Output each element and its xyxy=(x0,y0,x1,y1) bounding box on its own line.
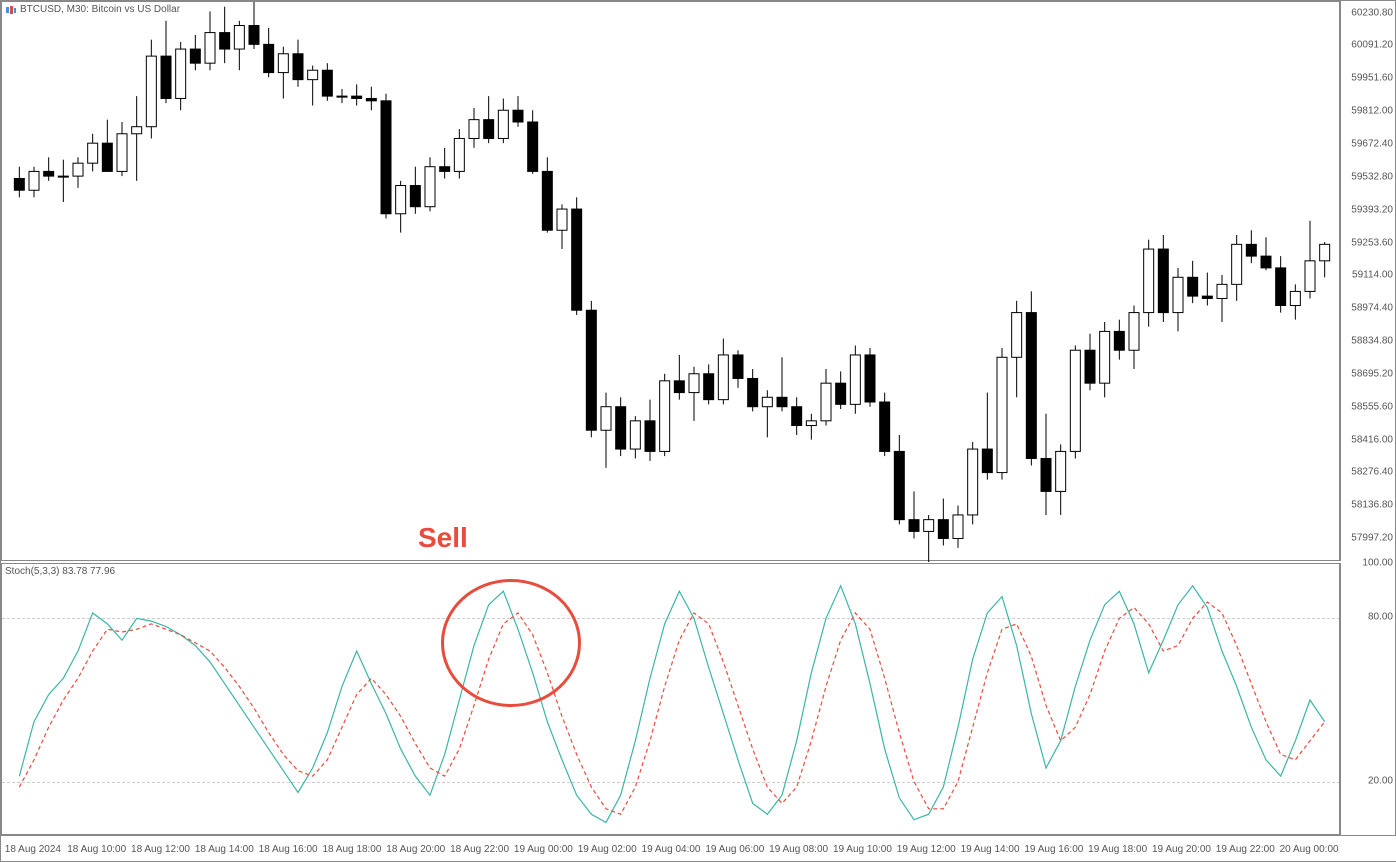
time-x-axis: 18 Aug 2024 18 Aug 10:00 18 Aug 12:00 18 Au… xyxy=(1,835,1396,861)
time-tick: 19 Aug 10:00 xyxy=(833,844,892,855)
time-tick: 19 Aug 18:00 xyxy=(1088,844,1147,855)
price-tick: 59253.60 xyxy=(1351,237,1393,248)
price-tick: 58695.20 xyxy=(1351,368,1393,379)
time-tick: 18 Aug 22:00 xyxy=(450,844,509,855)
stochastic-panel[interactable]: Stoch(5,3,3) 83.78 77.96 xyxy=(1,563,1341,835)
price-tick: 58974.40 xyxy=(1351,303,1393,314)
stoch-tick: 100.00 xyxy=(1362,558,1393,569)
stochastic-y-axis: 100.0080.0020.00 xyxy=(1339,563,1395,835)
price-tick: 59672.40 xyxy=(1351,138,1393,149)
time-tick: 18 Aug 20:00 xyxy=(386,844,445,855)
price-tick: 58416.00 xyxy=(1351,434,1393,445)
price-tick: 58276.40 xyxy=(1351,467,1393,478)
candlestick-chart[interactable] xyxy=(2,2,1342,562)
chart-container: BTCUSD, M30: Bitcoin vs US Dollar Sell 6… xyxy=(0,0,1396,862)
time-tick: 19 Aug 04:00 xyxy=(642,844,701,855)
time-tick: 19 Aug 06:00 xyxy=(705,844,764,855)
time-tick: 18 Aug 12:00 xyxy=(131,844,190,855)
time-tick: 18 Aug 10:00 xyxy=(67,844,126,855)
price-y-axis: 60230.80 60091.20 59951.60 59812.00 59672.40… xyxy=(1339,1,1395,561)
time-tick: 19 Aug 14:00 xyxy=(961,844,1020,855)
price-tick: 60230.80 xyxy=(1351,7,1393,18)
time-tick: 18 Aug 2024 xyxy=(5,844,61,855)
price-tick: 58555.60 xyxy=(1351,401,1393,412)
price-tick: 60091.20 xyxy=(1351,40,1393,51)
time-tick: 19 Aug 16:00 xyxy=(1024,844,1083,855)
time-tick: 19 Aug 00:00 xyxy=(514,844,573,855)
time-tick: 20 Aug 00:00 xyxy=(1280,844,1339,855)
price-tick: 59532.80 xyxy=(1351,171,1393,182)
time-tick: 18 Aug 14:00 xyxy=(195,844,254,855)
price-tick: 58136.80 xyxy=(1351,500,1393,511)
time-tick: 19 Aug 20:00 xyxy=(1152,844,1211,855)
price-tick: 57997.20 xyxy=(1351,533,1393,544)
price-tick: 59951.60 xyxy=(1351,73,1393,84)
price-chart-panel[interactable]: BTCUSD, M30: Bitcoin vs US Dollar Sell xyxy=(1,1,1341,561)
stochastic-chart[interactable] xyxy=(2,564,1342,836)
sell-annotation-circle xyxy=(441,579,581,707)
stoch-tick: 80.00 xyxy=(1368,612,1393,623)
stoch-tick: 20.00 xyxy=(1368,775,1393,786)
time-tick: 18 Aug 18:00 xyxy=(322,844,381,855)
time-tick: 19 Aug 02:00 xyxy=(578,844,637,855)
time-tick: 19 Aug 22:00 xyxy=(1216,844,1275,855)
time-tick: 19 Aug 12:00 xyxy=(897,844,956,855)
price-tick: 59812.00 xyxy=(1351,106,1393,117)
time-tick: 18 Aug 16:00 xyxy=(259,844,318,855)
price-tick: 59393.20 xyxy=(1351,204,1393,215)
price-tick: 59114.00 xyxy=(1352,270,1393,281)
sell-annotation-label: Sell xyxy=(418,522,468,554)
price-tick: 58834.80 xyxy=(1351,336,1393,347)
time-tick: 19 Aug 08:00 xyxy=(769,844,828,855)
